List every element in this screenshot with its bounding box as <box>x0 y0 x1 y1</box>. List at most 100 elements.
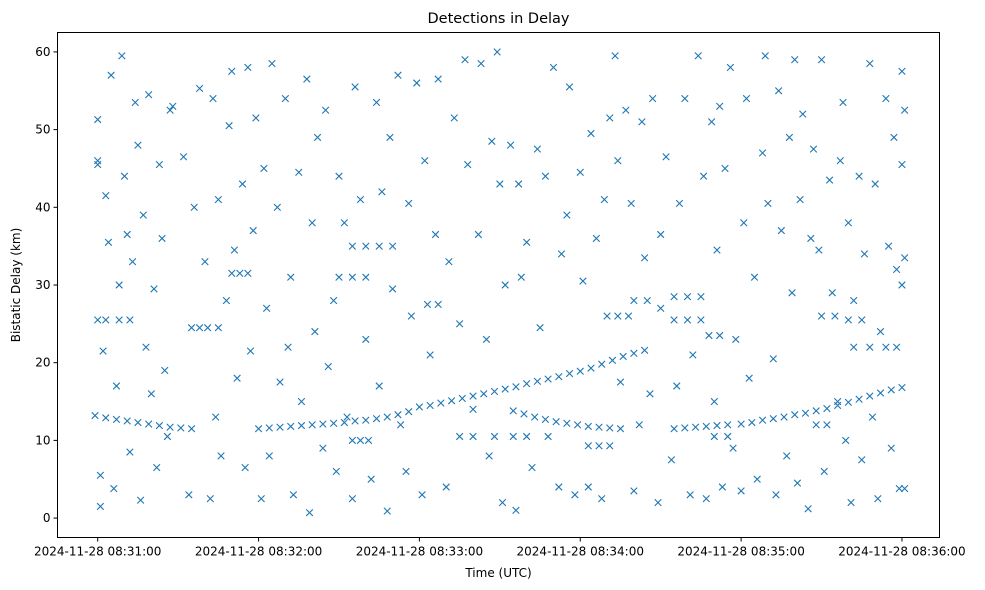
point-clusters <box>823 421 831 429</box>
point-clutter <box>576 168 584 177</box>
point-track-a <box>555 372 563 381</box>
point-clusters <box>126 316 134 324</box>
point-clutter <box>147 390 156 398</box>
point-clutter <box>128 258 137 266</box>
point-clutter <box>195 84 204 93</box>
point-clutter <box>99 347 107 355</box>
point-clutter <box>311 327 319 336</box>
point-clutter <box>295 168 303 177</box>
point-track-d <box>713 421 721 430</box>
point-clutter <box>536 324 544 332</box>
point-clutter <box>522 238 531 246</box>
point-track-a <box>619 352 627 361</box>
point-track-b <box>166 423 174 431</box>
point-clutter <box>745 374 753 382</box>
point-clutter <box>485 452 493 460</box>
point-track-a <box>351 417 359 425</box>
point-clutter <box>809 145 818 153</box>
y-tick-label: 0 <box>43 511 51 525</box>
point-clutter <box>646 390 654 398</box>
point-clutter <box>820 467 828 476</box>
point-clutter <box>284 343 292 351</box>
point-track-c <box>509 407 517 415</box>
point-clutter <box>788 289 796 297</box>
point-track-d <box>876 389 885 397</box>
point-clusters <box>710 432 718 441</box>
point-clutter <box>729 444 737 452</box>
point-clutter <box>622 106 630 114</box>
point-clutter <box>112 382 121 390</box>
point-clutter <box>710 397 718 406</box>
point-clutter <box>769 355 777 363</box>
point-track-d <box>748 418 756 427</box>
point-clutter <box>153 463 161 472</box>
point-track-a <box>329 419 338 427</box>
point-clutter <box>372 98 381 107</box>
point-track-a <box>458 394 466 403</box>
point-clusters <box>348 242 357 250</box>
point-clutter <box>308 219 316 227</box>
point-track-d <box>898 383 906 392</box>
point-track-a <box>415 403 424 411</box>
point-clutter <box>115 281 123 289</box>
point-clutter <box>828 289 836 297</box>
point-track-b <box>134 418 142 427</box>
point-clutter <box>134 141 142 149</box>
point-clutter <box>249 226 257 235</box>
point-clutter <box>630 487 638 495</box>
point-track-a <box>576 367 584 375</box>
x-tick-label: 2024-11-28 08:36:00 <box>838 545 965 559</box>
point-clusters <box>244 269 252 278</box>
point-clutter <box>351 83 359 91</box>
point-clutter <box>169 102 177 110</box>
point-clutter <box>876 327 885 336</box>
point-clutter <box>305 508 314 517</box>
point-track-d <box>812 407 820 415</box>
point-track-a <box>512 383 520 391</box>
point-clutter <box>136 496 145 504</box>
point-clutter <box>450 114 458 122</box>
point-track-a <box>490 387 499 396</box>
point-clutter <box>413 79 421 87</box>
point-clutter <box>600 195 609 204</box>
point-clutter <box>839 98 847 107</box>
point-clutter <box>123 230 131 239</box>
point-clutter <box>257 494 265 503</box>
x-tick-label: 2024-11-28 08:35:00 <box>677 545 804 559</box>
point-track-a <box>437 399 445 407</box>
point-clusters <box>866 343 874 351</box>
point-track-d <box>791 411 799 419</box>
point-clusters <box>388 242 397 250</box>
point-clutter <box>161 366 169 375</box>
point-track-a <box>265 424 273 432</box>
point-clutter <box>190 203 198 211</box>
point-track-c <box>520 410 528 418</box>
point-clutter <box>721 164 729 173</box>
point-clutter <box>654 498 662 507</box>
point-track-d <box>769 414 777 423</box>
point-clutter <box>375 382 383 390</box>
point-clutter <box>394 71 402 79</box>
point-track-a <box>383 413 391 421</box>
point-track-d <box>823 404 831 413</box>
point-clutter <box>898 281 906 289</box>
point-clutter <box>110 484 118 493</box>
y-tick-label: 50 <box>35 123 50 137</box>
point-clutter <box>163 432 172 441</box>
point-clusters <box>236 269 244 278</box>
point-clutter <box>761 52 769 60</box>
point-clutter <box>498 498 507 507</box>
point-track-c <box>616 425 625 433</box>
point-clutter <box>238 180 247 188</box>
point-clusters <box>606 442 614 450</box>
point-clutter <box>94 160 102 169</box>
point-track-a <box>587 364 595 372</box>
point-clutter <box>421 157 429 165</box>
point-track-a <box>501 385 509 393</box>
x-tick-label: 2024-11-28 08:32:00 <box>195 545 322 559</box>
point-clutter <box>847 498 855 507</box>
point-clusters <box>724 432 732 441</box>
point-clutter <box>426 351 434 359</box>
point-clutter <box>241 463 249 472</box>
